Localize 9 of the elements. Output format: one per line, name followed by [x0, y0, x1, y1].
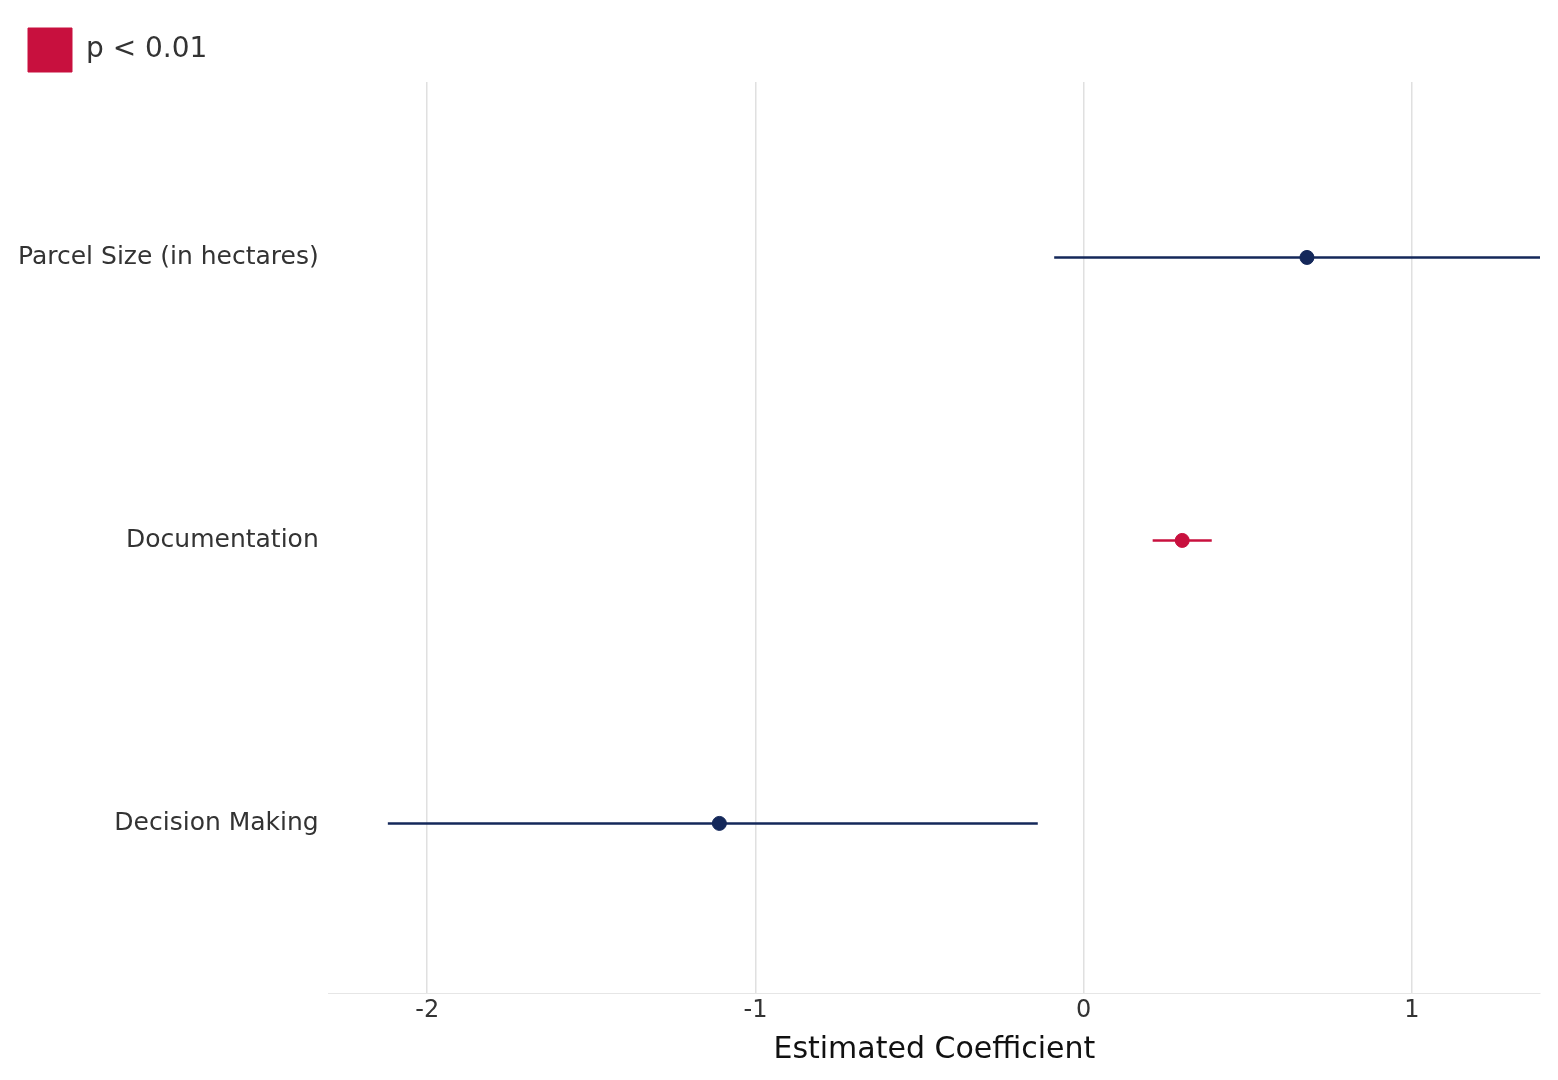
x-tick-label: 1	[1404, 994, 1420, 1023]
y-tick-label: Parcel Size (in hectares)	[17, 240, 319, 270]
x-axis-title: Estimated Coefficient	[773, 1029, 1096, 1065]
x-tick-label: -2	[415, 994, 440, 1023]
x-tick-label: -1	[743, 994, 768, 1023]
legend-label: p < 0.01	[86, 31, 208, 65]
y-tick-label: Documentation	[126, 523, 319, 553]
x-tick-label: 0	[1076, 994, 1092, 1023]
y-tick-label: Decision Making	[114, 806, 319, 836]
